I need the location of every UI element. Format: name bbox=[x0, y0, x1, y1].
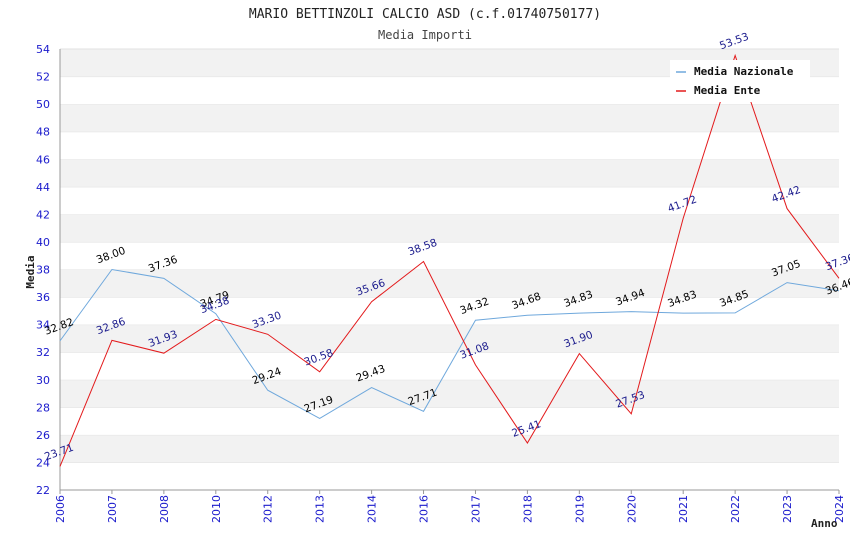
y-tick-label: 50 bbox=[36, 98, 50, 111]
y-tick-label: 44 bbox=[36, 181, 50, 194]
legend-box bbox=[670, 60, 810, 102]
grid-band bbox=[60, 379, 839, 408]
grid-band bbox=[60, 131, 839, 160]
x-axis-ticks: 2006 2007 2008 2010 2012 2013 2014 2016 2017 2018… bbox=[54, 490, 846, 523]
y-tick-label: 52 bbox=[36, 71, 50, 84]
grid-band bbox=[60, 297, 839, 325]
grid-band bbox=[60, 214, 839, 242]
x-axis-label: Anno bbox=[811, 517, 838, 530]
series-lines bbox=[59, 53, 840, 467]
grid-band bbox=[60, 241, 839, 270]
y-tick-label: 24 bbox=[36, 456, 50, 469]
x-tick-label: 2012 bbox=[262, 495, 275, 523]
grid-band bbox=[60, 269, 839, 298]
y-tick-label: 54 bbox=[36, 43, 50, 56]
y-tick-label: 32 bbox=[36, 346, 50, 359]
grid-band bbox=[60, 104, 839, 132]
x-tick-label: 2019 bbox=[573, 495, 586, 523]
legend: Media Nazionale Media Ente bbox=[670, 60, 810, 102]
chart-title: MARIO BETTINZOLI CALCIO ASD (c.f.0174075… bbox=[249, 7, 601, 22]
y-axis-ticks: 22 24 26 28 30 32 34 36 38 40 42 44 46 48 50 52 54 bbox=[36, 43, 50, 497]
y-tick-label: 36 bbox=[36, 291, 50, 304]
x-tick-label: 2021 bbox=[677, 495, 690, 523]
y-tick-label: 30 bbox=[36, 374, 50, 387]
x-tick-label: 2006 bbox=[54, 495, 67, 523]
x-tick-label: 2007 bbox=[106, 495, 119, 523]
y-tick-label: 48 bbox=[36, 126, 50, 139]
x-tick-label: 2017 bbox=[469, 495, 482, 523]
x-tick-label: 2014 bbox=[366, 495, 379, 523]
series-line-media-ente bbox=[59, 53, 840, 467]
x-tick-label: 2024 bbox=[833, 495, 846, 523]
y-tick-label: 28 bbox=[36, 401, 50, 414]
x-tick-label: 2008 bbox=[158, 495, 171, 523]
y-tick-label: 34 bbox=[36, 319, 50, 332]
y-tick-label: 46 bbox=[36, 153, 50, 166]
grid-band bbox=[60, 186, 839, 215]
x-tick-label: 2016 bbox=[418, 495, 431, 523]
grid-band bbox=[60, 462, 839, 490]
grid-band bbox=[60, 434, 839, 463]
y-tick-label: 38 bbox=[36, 264, 50, 277]
y-tick-label: 22 bbox=[36, 484, 50, 497]
grid-bands bbox=[60, 48, 839, 490]
grid-band bbox=[60, 407, 839, 435]
y-tick-label: 42 bbox=[36, 208, 50, 221]
legend-entry: Media Nazionale bbox=[694, 65, 794, 78]
y-axis-label: Media bbox=[24, 255, 37, 288]
series-line-media-nazionale bbox=[59, 268, 840, 420]
grid-band bbox=[60, 324, 839, 353]
x-tick-label: 2023 bbox=[781, 495, 794, 523]
chart-subtitle: Media Importi bbox=[378, 28, 472, 42]
y-tick-label: 26 bbox=[36, 429, 50, 442]
x-tick-label: 2020 bbox=[625, 495, 638, 523]
x-tick-label: 2013 bbox=[314, 495, 327, 523]
y-tick-label: 40 bbox=[36, 236, 50, 249]
legend-entry: Media Ente bbox=[694, 84, 761, 97]
grid-band bbox=[60, 159, 839, 187]
x-tick-label: 2022 bbox=[729, 495, 742, 523]
x-tick-label: 2018 bbox=[521, 495, 534, 523]
x-tick-label: 2010 bbox=[210, 495, 223, 523]
